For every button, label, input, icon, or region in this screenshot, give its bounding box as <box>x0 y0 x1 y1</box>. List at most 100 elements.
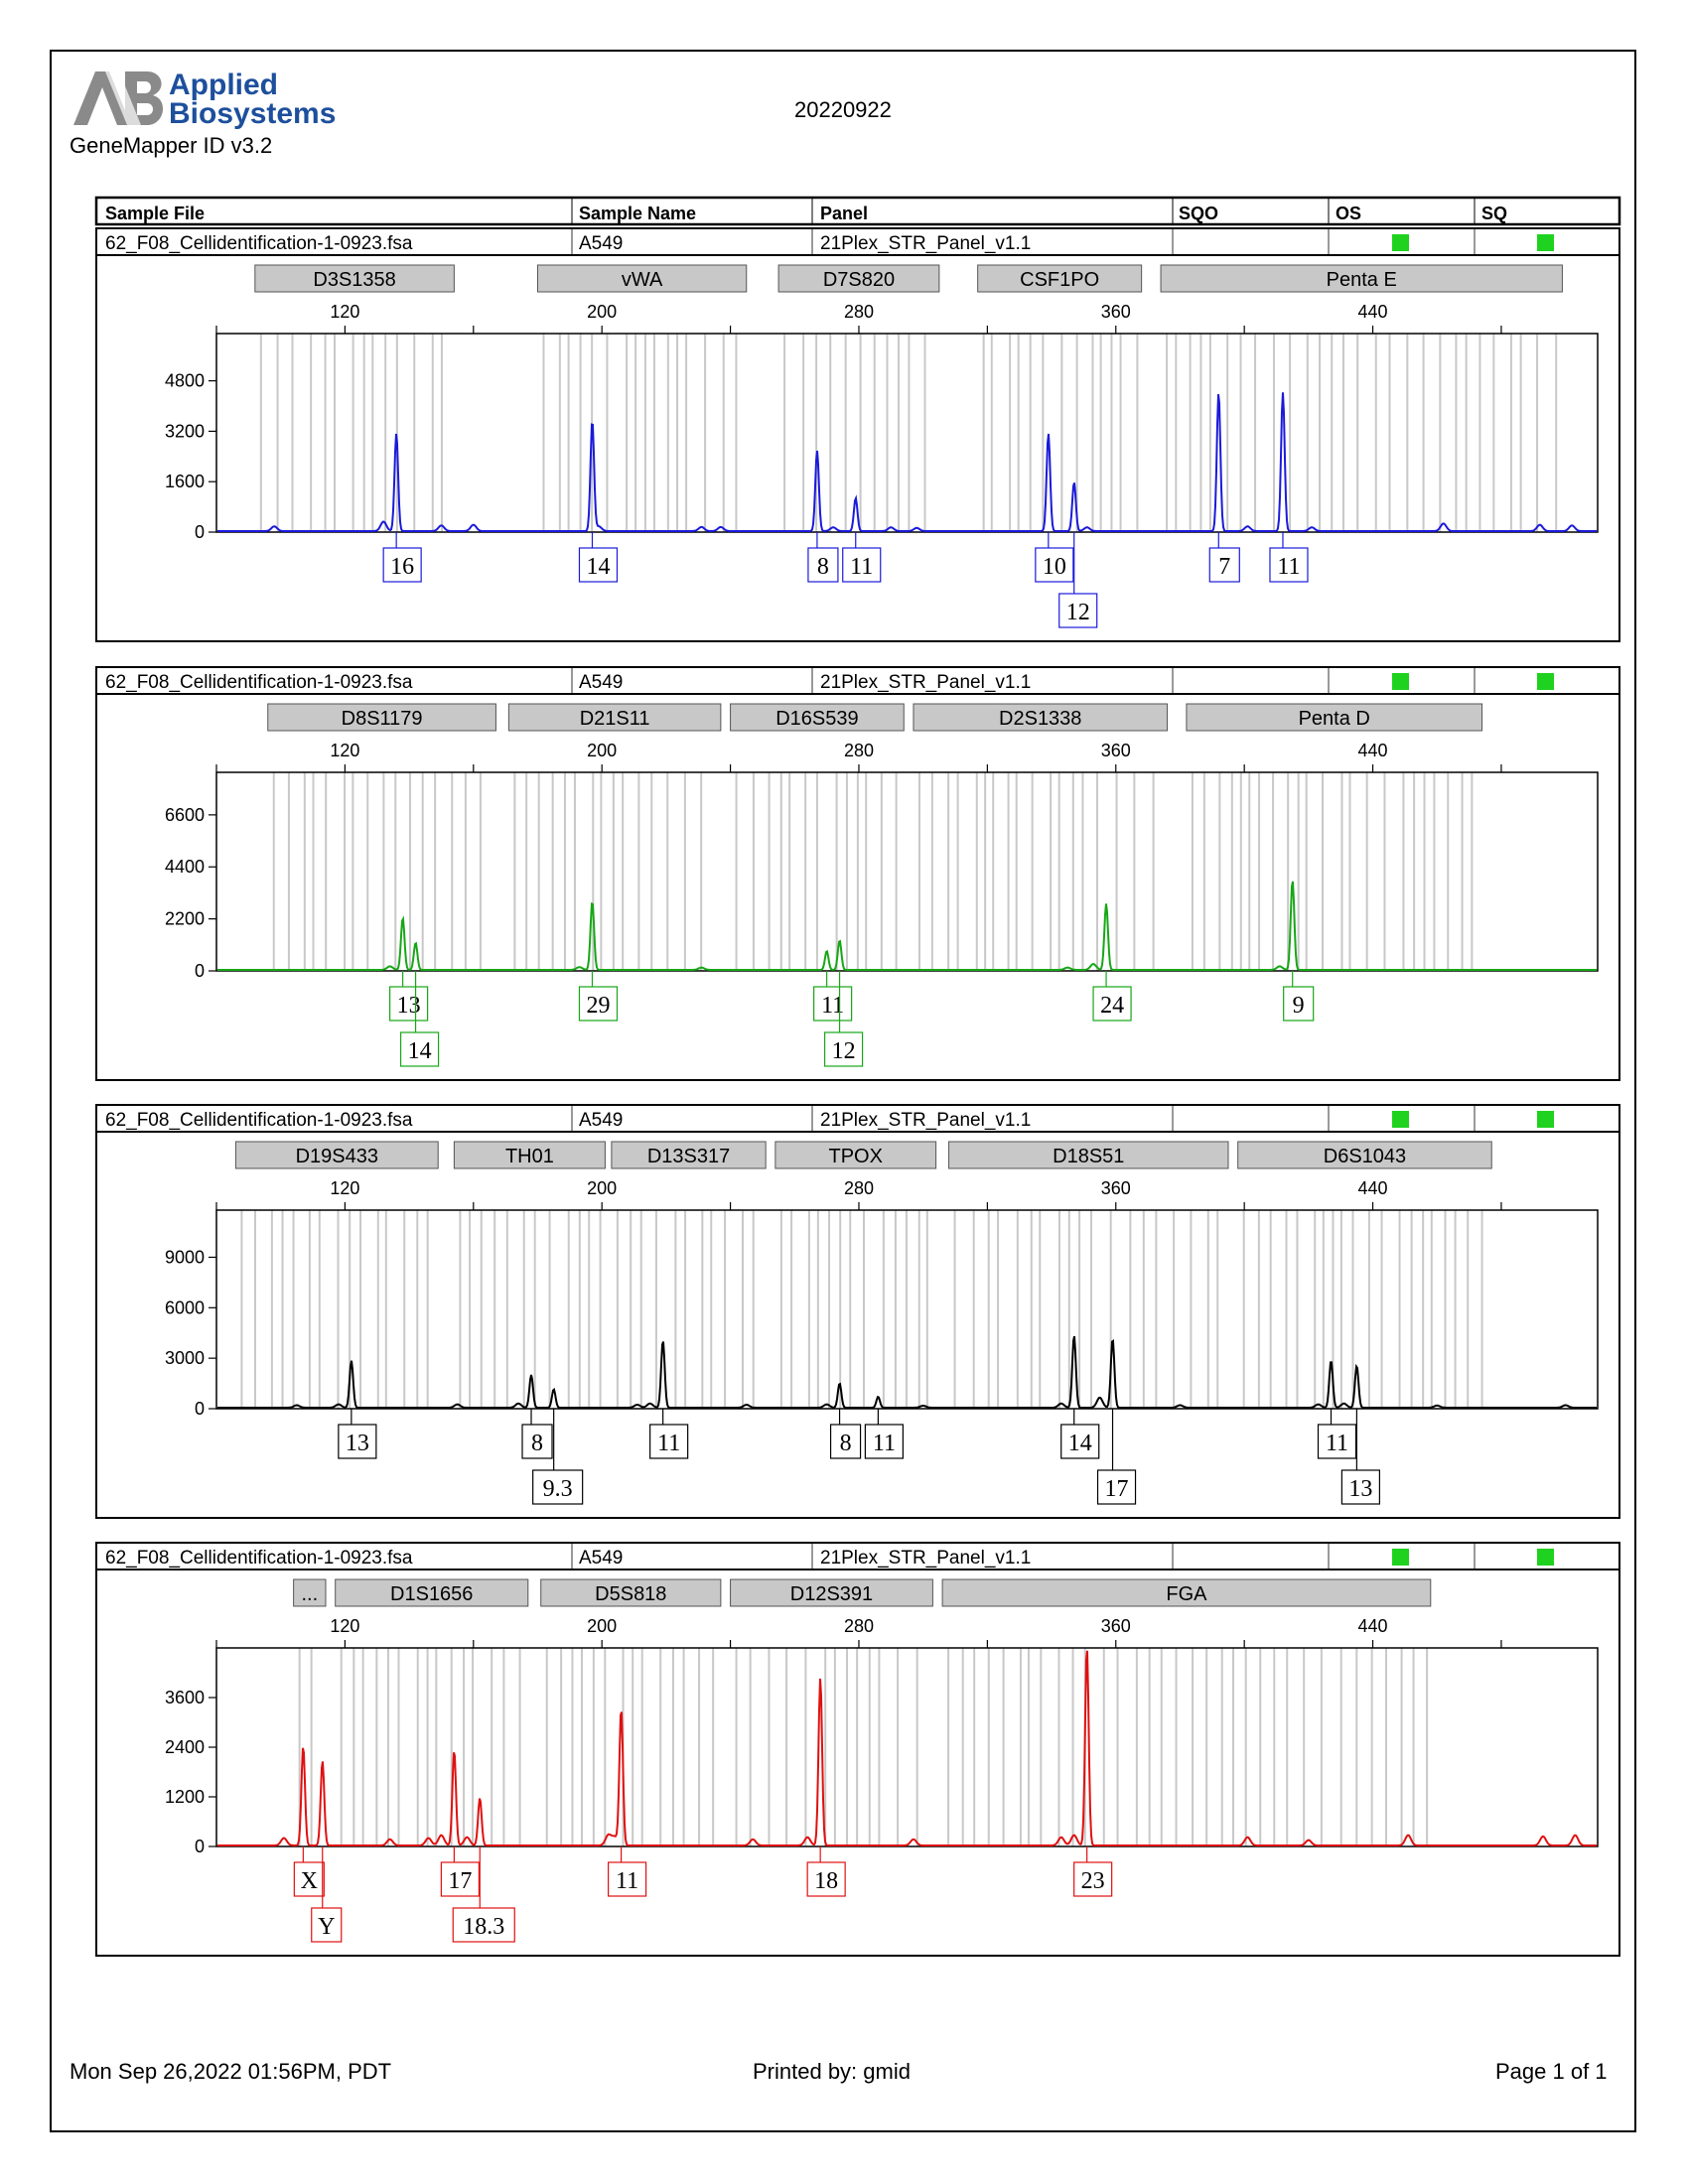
allele-call-box <box>452 1907 515 1943</box>
allele-call-box <box>1208 547 1240 583</box>
x-tick-label: 200 <box>587 741 617 760</box>
marker-label: CSF1PO <box>1020 269 1099 291</box>
marker-label: TPOX <box>829 1146 883 1167</box>
allele-call-box <box>578 547 619 583</box>
allele-call-label: 13 <box>1348 1476 1372 1502</box>
allele-call-box <box>440 1861 480 1897</box>
allele-call-label: 9 <box>1293 993 1305 1019</box>
allele-call-box <box>806 1861 846 1897</box>
allele-call-label: 11 <box>821 993 844 1019</box>
allele-call-box <box>823 1031 864 1067</box>
allele-call-box <box>829 1424 862 1459</box>
electropherogram-panel: 62_F08_Cellidentification-1-0923.fsa A549… <box>95 227 1620 642</box>
allele-call-box <box>807 547 839 583</box>
allele-call-label: 13 <box>346 1431 369 1456</box>
marker-label: D12S391 <box>790 1583 873 1605</box>
marker-box <box>611 1141 767 1169</box>
allele-call-label: 11 <box>616 1868 638 1894</box>
table-header: Sample File Sample Name Panel SQO OS SQ <box>94 196 1621 226</box>
sample-name: A549 <box>579 1110 623 1131</box>
allele-call-box <box>1283 986 1315 1022</box>
marker-box <box>730 703 905 732</box>
sample-name: A549 <box>579 233 623 254</box>
allele-call-box <box>1317 1424 1357 1459</box>
brand-line1: Applied <box>169 68 278 101</box>
marker-box <box>774 1141 937 1169</box>
marker-label: ... <box>301 1583 318 1605</box>
marker-label: D3S1358 <box>313 269 395 291</box>
sq-status-indicator <box>1537 1549 1554 1566</box>
marker-box <box>507 703 722 732</box>
marker-label: Penta D <box>1299 708 1370 730</box>
signal-trace <box>217 392 1597 532</box>
allele-call-box <box>1035 547 1074 583</box>
marker-box <box>1160 264 1563 293</box>
allele-call-box <box>389 986 429 1022</box>
printed-by: Printed by: gmid <box>753 2059 911 2084</box>
allele-call-label: 17 <box>448 1868 472 1894</box>
y-tick-label: 0 <box>195 1399 205 1419</box>
y-tick-label: 1600 <box>165 472 205 491</box>
allele-call-label: 14 <box>586 554 610 580</box>
marker-label: D21S11 <box>580 708 650 730</box>
x-tick-label: 440 <box>1358 741 1388 760</box>
x-tick-label: 280 <box>844 741 874 760</box>
sq-status-indicator <box>1537 673 1554 690</box>
panel-name: 21Plex_STR_Panel_v1.1 <box>820 1548 1031 1569</box>
marker-label: D13S317 <box>647 1146 730 1167</box>
signal-trace <box>217 881 1597 971</box>
y-tick-label: 6000 <box>165 1297 205 1317</box>
allele-call-label: 23 <box>1081 1868 1105 1894</box>
y-tick-label: 4400 <box>165 857 205 877</box>
allele-call-label: 18.3 <box>463 1914 504 1940</box>
y-tick-label: 2200 <box>165 909 205 929</box>
sample-file-name: 62_F08_Cellidentification-1-0923.fsa <box>105 672 413 693</box>
printed-at: Mon Sep 26,2022 01:56PM, PDT <box>70 2059 392 2084</box>
allele-call-box <box>338 1424 377 1459</box>
y-tick-label: 9000 <box>165 1247 205 1267</box>
marker-box <box>335 1578 529 1607</box>
header-sqo: SQO <box>1179 204 1218 223</box>
y-tick-label: 6600 <box>165 805 205 825</box>
allele-call-label: 11 <box>1326 1431 1348 1456</box>
x-tick-label: 360 <box>1101 302 1131 322</box>
sample-name: A549 <box>579 1548 623 1569</box>
sq-status-indicator <box>1537 234 1554 251</box>
marker-box <box>1186 703 1483 732</box>
allele-call-label: 14 <box>1068 1431 1092 1456</box>
report-date-code: 20220922 <box>794 97 892 122</box>
allele-call-label: 24 <box>1100 993 1124 1019</box>
os-status-indicator <box>1392 1549 1409 1566</box>
x-tick-label: 440 <box>1358 1616 1388 1636</box>
allele-call-label: 7 <box>1218 554 1230 580</box>
header-sq: SQ <box>1481 204 1507 223</box>
allele-call-label: 8 <box>817 554 829 580</box>
marker-label: D16S539 <box>775 708 858 730</box>
panel-name: 21Plex_STR_Panel_v1.1 <box>820 1110 1031 1131</box>
x-tick-label: 200 <box>587 1178 617 1198</box>
allele-call-label: 11 <box>850 554 873 580</box>
marker-box <box>730 1578 933 1607</box>
marker-box <box>293 1578 327 1607</box>
allele-call-box <box>1060 1424 1100 1459</box>
allele-call-label: 17 <box>1105 1476 1129 1502</box>
allele-call-label: 12 <box>832 1038 856 1064</box>
y-tick-label: 3200 <box>165 421 205 441</box>
x-tick-label: 360 <box>1101 741 1131 760</box>
marker-box <box>540 1578 722 1607</box>
sample-name: A549 <box>579 672 623 693</box>
panel-name: 21Plex_STR_Panel_v1.1 <box>820 672 1031 693</box>
x-tick-label: 120 <box>330 1616 359 1636</box>
allele-call-box <box>311 1907 343 1943</box>
allele-call-box <box>649 1424 689 1459</box>
page-frame <box>50 50 1636 2132</box>
signal-trace <box>217 1650 1597 1846</box>
panel-name: 21Plex_STR_Panel_v1.1 <box>820 233 1031 254</box>
marker-box <box>234 1141 439 1169</box>
x-tick-label: 120 <box>330 741 359 760</box>
sample-file-name: 62_F08_Cellidentification-1-0923.fsa <box>105 1548 413 1569</box>
allele-call-label: 11 <box>873 1431 896 1456</box>
allele-call-box <box>1096 1469 1137 1505</box>
x-tick-label: 360 <box>1101 1178 1131 1198</box>
